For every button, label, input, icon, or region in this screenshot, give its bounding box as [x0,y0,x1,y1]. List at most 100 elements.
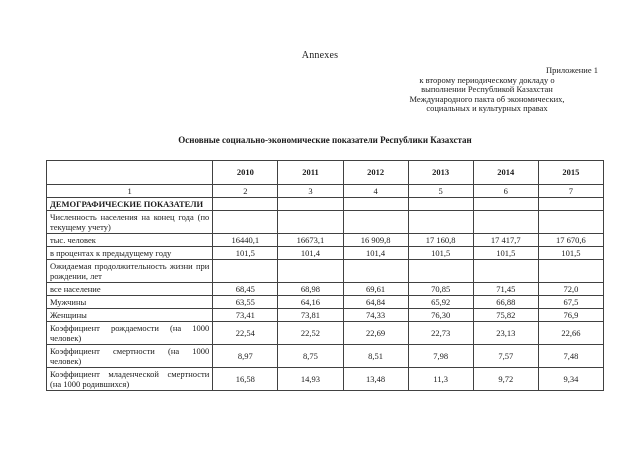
row-value-cell: 74,33 [342,308,409,323]
year-header-cell: 2011 [277,160,344,185]
row-value-cell: 22,54 [212,321,279,346]
row-value-cell: 75,82 [472,308,539,323]
annex-note-line: Международного пакта об экономических, [409,93,565,104]
row-value-cell: 76,9 [537,308,605,323]
row-value-cell [407,259,474,284]
row-value-cell: 72,0 [537,282,605,297]
row-value-cell: 9,34 [537,367,605,392]
row-value-cell: 66,88 [472,295,539,310]
row-value-cell [277,197,344,212]
row-value-cell [342,210,409,235]
row-value-cell: 23,13 [472,321,539,346]
row-value-cell: 65,92 [407,295,474,310]
row-value-cell [537,210,605,235]
row-value-cell: 7,48 [537,344,605,369]
year-header-empty-cell [45,160,214,185]
row-value-cell: 63,55 [212,295,279,310]
year-header-cell: 2012 [342,160,409,185]
row-value-cell: 64,16 [277,295,344,310]
row-value-cell: 64,84 [342,295,409,310]
row-value-cell: 8,97 [212,344,279,369]
column-number-cell: 2 [212,183,279,199]
row-value-cell: 16440,1 [212,233,279,248]
year-header-cell: 2013 [407,160,474,185]
table-row: Мужчины 63,55 64,16 64,84 65,92 66,88 67,5 [45,295,605,310]
column-number-cell: 1 [45,183,214,199]
year-header-row: 2010 2011 2012 2013 2014 2015 [45,160,605,185]
annex-note-title: Приложение 1 [546,65,598,75]
row-label-cell: все население [45,282,214,297]
row-label-cell: Коэффициент рождаемости (на 1000 человек… [45,321,214,346]
row-value-cell: 69,61 [342,282,409,297]
row-value-cell: 11,3 [407,367,474,392]
row-value-cell: 9,72 [472,367,539,392]
table-row: тыс. человек 16440,1 16673,1 16 909,8 17 160… [45,233,605,248]
year-header-cell: 2015 [537,160,605,185]
row-label-cell: в процентах к предыдущему году [45,246,214,261]
row-label-cell: Женщины [45,308,214,323]
row-label-cell: тыс. человек [45,233,214,248]
row-value-cell: 16,58 [212,367,279,392]
row-value-cell [407,197,474,212]
row-value-cell: 17 670,6 [537,233,605,248]
table-row: ДЕМОГРАФИЧЕСКИЕ ПОКАЗАТЕЛИ [45,197,605,212]
table-row: Ожидаемая продолжительность жизни при ро… [45,259,605,284]
row-value-cell: 76,30 [407,308,474,323]
year-header-cell: 2010 [212,160,279,185]
row-value-cell: 16 909,8 [342,233,409,248]
column-number-cell: 4 [342,183,409,199]
row-value-cell: 73,81 [277,308,344,323]
row-value-cell: 101,4 [342,246,409,261]
annex-note: Приложение 1 к второму периодическому до… [376,65,598,114]
table-row: Коэффициент рождаемости (на 1000 человек… [45,321,605,346]
row-value-cell: 101,5 [537,246,605,261]
row-value-cell: 17 160,8 [407,233,474,248]
table-row: Коэффициент смертности (на 1000 человек)… [45,344,605,369]
row-value-cell: 70,85 [407,282,474,297]
column-number-cell: 7 [537,183,605,199]
row-value-cell: 8,51 [342,344,409,369]
annex-note-line: к второму периодическому докладу о [419,74,555,85]
table-row: Женщины 73,41 73,81 74,33 76,30 75,82 76,9 [45,308,605,323]
row-value-cell: 101,4 [277,246,344,261]
row-value-cell [537,259,605,284]
row-value-cell: 17 417,7 [472,233,539,248]
row-value-cell: 67,5 [537,295,605,310]
row-label-cell: Коэффициент младенческой смертности (на … [45,367,214,392]
row-value-cell: 8,75 [277,344,344,369]
row-value-cell [472,197,539,212]
row-value-cell: 101,5 [212,246,279,261]
row-value-cell: 22,66 [537,321,605,346]
table-row: Коэффициент младенческой смертности (на … [45,367,605,392]
row-label-cell: Коэффициент смертности (на 1000 человек) [45,344,214,369]
row-value-cell: 13,48 [342,367,409,392]
annex-note-line: социальных и культурных правах [426,103,548,114]
row-value-cell: 22,69 [342,321,409,346]
row-value-cell [212,259,279,284]
row-value-cell: 22,73 [407,321,474,346]
row-value-cell: 68,45 [212,282,279,297]
row-value-cell [407,210,474,235]
row-label-cell: ДЕМОГРАФИЧЕСКИЕ ПОКАЗАТЕЛИ [45,197,214,212]
row-value-cell: 71,45 [472,282,539,297]
column-number-cell: 3 [277,183,344,199]
annexes-heading: Annexes [301,50,339,61]
row-value-cell: 16673,1 [277,233,344,248]
indicators-table-body: ДЕМОГРАФИЧЕСКИЕ ПОКАЗАТЕЛИ Численность на… [45,197,605,392]
row-value-cell: 7,57 [472,344,539,369]
annex-note-line: выполнении Республикой Казахстан [421,84,553,95]
row-value-cell [472,210,539,235]
row-value-cell: 101,5 [472,246,539,261]
row-value-cell [472,259,539,284]
table-row: все население 68,45 68,98 69,61 70,85 71,45 72… [45,282,605,297]
row-label-cell: Ожидаемая продолжительность жизни при ро… [45,259,214,284]
row-value-cell: 14,93 [277,367,344,392]
row-value-cell [277,210,344,235]
row-value-cell [212,197,279,212]
table-title: Основные социально-экономические показат… [178,135,472,145]
year-header-cell: 2014 [472,160,539,185]
row-value-cell: 101,5 [407,246,474,261]
row-value-cell [342,197,409,212]
